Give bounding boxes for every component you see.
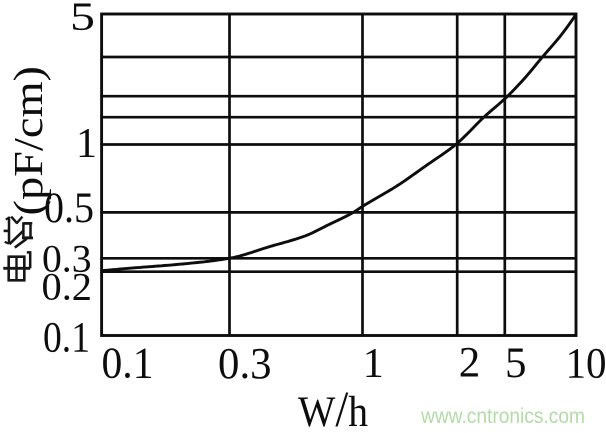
svg-text:10: 10 [566,341,606,388]
svg-text:0.1: 0.1 [102,339,154,388]
svg-text:0.5: 0.5 [44,185,94,232]
svg-text:2: 2 [459,340,481,387]
svg-text:W/h: W/h [298,381,368,433]
svg-text:0.1: 0.1 [43,314,90,361]
svg-text:5: 5 [505,340,527,387]
svg-text:0.3: 0.3 [218,339,272,388]
svg-text:5: 5 [70,0,95,39]
svg-text:0.3: 0.3 [42,238,92,281]
svg-text:1: 1 [363,341,384,387]
svg-text:0.2: 0.2 [42,266,93,309]
svg-text:1: 1 [76,121,97,167]
svg-text:www.cntronics.com: www.cntronics.com [420,405,585,428]
svg-text:(pF/cm): (pF/cm) [5,66,51,216]
